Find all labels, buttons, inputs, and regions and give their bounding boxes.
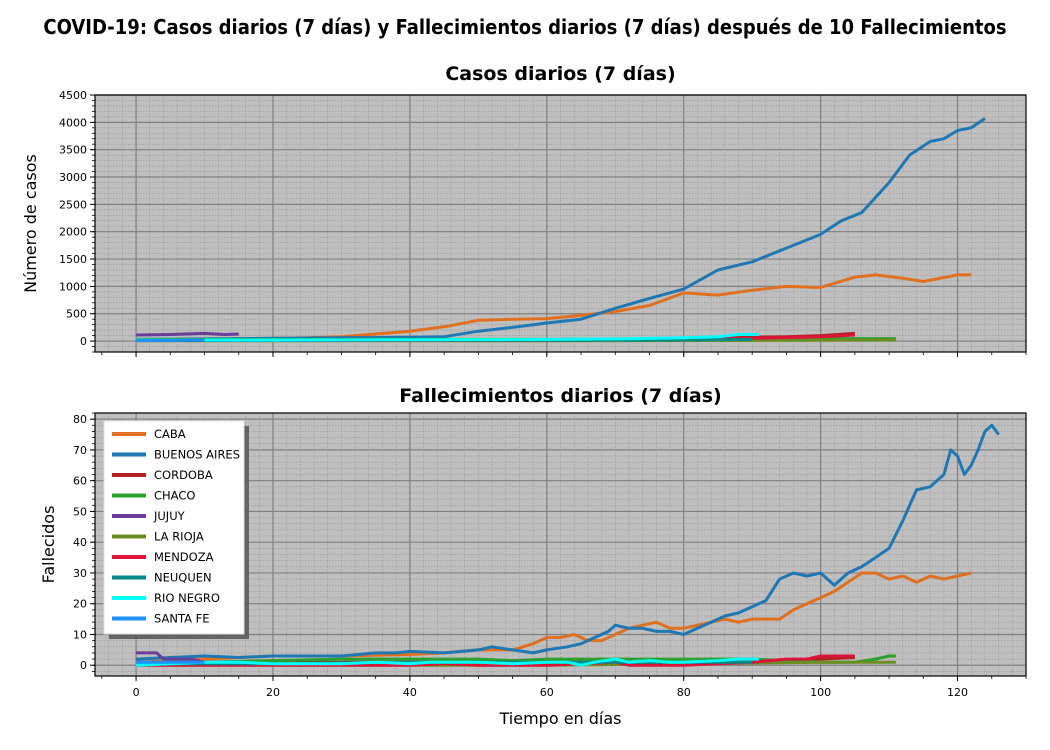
legend-entry-label: CABA	[154, 427, 186, 441]
axis-ticks: 0 500 1000 1500 2000 2500 3000 3500 4000 4500	[59, 89, 1027, 357]
x-axis-label: Tiempo en días	[499, 709, 622, 728]
x-tick-label: 120	[947, 686, 968, 699]
y-tick-label: 1000	[59, 280, 87, 293]
y-tick-label: 50	[73, 505, 87, 518]
series-lines	[136, 423, 1000, 667]
axis-ticks: 0 10 20 30 40 50 60 70 80 0 20 40 60 80 100 120	[73, 412, 1027, 699]
y-tick-label: 40	[73, 536, 87, 549]
x-tick-label: 0	[133, 686, 140, 699]
y-tick-label: 500	[66, 308, 87, 321]
legend-entry-label: NEUQUEN	[154, 571, 212, 585]
series-line-mendoza	[136, 654, 855, 667]
legend-entry-label: CHACO	[154, 489, 195, 503]
legend-entry-label: BUENOS AIRES	[154, 448, 240, 462]
x-tick-label: 100	[810, 686, 831, 699]
chart-legend: CABA BUENOS AIRES CORDOBA CHACO JUJUY LA RIOJ…	[103, 420, 249, 639]
legend-entry-label: RIO NEGRO	[154, 591, 220, 605]
series-line-santa-fe	[136, 338, 205, 342]
plot-frame	[94, 94, 1027, 353]
series-line-buenos-aires	[136, 423, 1000, 661]
x-tick-label: 80	[677, 686, 691, 699]
y-tick-label: 3500	[59, 144, 87, 157]
y-tick-label: 3000	[59, 171, 87, 184]
y-tick-label: 2000	[59, 226, 87, 239]
series-lines	[136, 117, 986, 343]
subplot-title: Fallecimientos diarios (7 días)	[399, 385, 721, 407]
legend-entry-label: CORDOBA	[154, 468, 213, 482]
y-tick-label: 30	[73, 567, 87, 580]
y-tick-label: 10	[73, 628, 87, 641]
series-line-chaco	[136, 654, 896, 664]
y-tick-label: 2500	[59, 198, 87, 211]
subplot-title: Casos diarios (7 días)	[445, 63, 675, 85]
y-tick-label: 70	[73, 444, 87, 457]
legend-entry-label: LA RIOJA	[154, 530, 204, 544]
y-tick-label: 0	[80, 335, 87, 348]
legend-entry-label: JUJUY	[153, 509, 186, 523]
legend-entry-label: MENDOZA	[154, 550, 214, 564]
legend-entry-label: SANTA FE	[154, 612, 210, 626]
y-tick-label: 20	[73, 598, 87, 611]
series-line-caba	[136, 571, 972, 664]
series-line-buenos-aires	[136, 117, 986, 341]
series-line-caba	[136, 273, 972, 342]
cases-subplot: 0 500 1000 1500 2000 2500 3000 3500 4000 4500 Caso…	[21, 63, 1027, 357]
y-tick-label: 60	[73, 475, 87, 488]
series-line-rio-negro	[136, 333, 759, 342]
plot-frame	[94, 412, 1027, 677]
y-tick-label: 80	[73, 413, 87, 426]
y-axis-label: Fallecidos	[39, 506, 58, 584]
series-line-rio-negro	[136, 657, 759, 667]
y-tick-label: 0	[80, 659, 87, 672]
y-tick-label: 4500	[59, 89, 87, 102]
x-tick-label: 40	[403, 686, 417, 699]
grid-lines	[94, 94, 1027, 353]
x-tick-label: 60	[540, 686, 554, 699]
series-line-jujuy	[136, 331, 239, 337]
figure-suptitle: COVID-19: Casos diarios (7 días) y Falle…	[43, 15, 1006, 39]
y-axis-label: Número de casos	[21, 154, 40, 293]
y-tick-label: 1500	[59, 253, 87, 266]
deaths-subplot: 0 10 20 30 40 50 60 70 80 0 20 40 60 80 100 120 Fallecim…	[39, 385, 1027, 728]
x-tick-label: 20	[266, 686, 280, 699]
grid-lines	[94, 412, 1027, 676]
y-tick-label: 4000	[59, 116, 87, 129]
